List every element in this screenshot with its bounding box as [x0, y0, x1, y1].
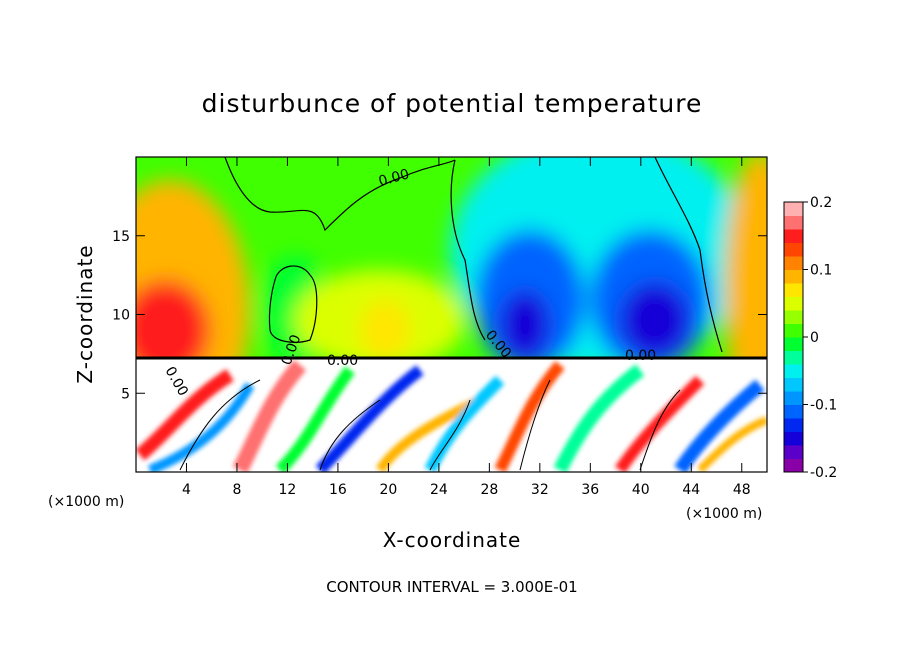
contour-label-2: 0.00 — [327, 353, 358, 369]
warm-mid-inner — [360, 300, 410, 360]
colorbar-segment — [784, 404, 803, 419]
lower-streak-4 — [275, 366, 355, 472]
colorbar-segment — [784, 350, 803, 365]
colorbar-segment — [784, 377, 803, 392]
colorbar-segment — [784, 256, 803, 270]
cold-right-core — [620, 282, 690, 358]
colorbar-segment — [784, 418, 803, 432]
colorbar-segment — [784, 431, 803, 446]
zero-contour-right — [654, 157, 723, 353]
lower-streak-5 — [315, 365, 424, 472]
zero-contour-vertical — [450, 159, 486, 341]
contour-label-6: 0.00 — [625, 348, 656, 364]
x-tick-label: 24 — [430, 482, 448, 498]
y-axis: 5 10 15 — [112, 229, 767, 402]
colorbar-segment — [784, 242, 803, 257]
colorbar-segment — [784, 269, 803, 284]
colorbar-tick-label: 0 — [810, 330, 819, 346]
chart-title: disturbunce of potential temperature — [202, 89, 703, 118]
x-axis-title: X-coordinate — [383, 528, 522, 552]
contour-labels: 0.00 0.00 0.00 0.00 0.00 0.00 — [162, 166, 657, 399]
lower-streak-11 — [674, 379, 765, 472]
colorbar-segment — [784, 391, 803, 405]
lower-streak-3 — [232, 359, 307, 472]
y-tick-label: 5 — [121, 386, 130, 402]
colorbar-tick-label: 0.2 — [810, 195, 832, 211]
x-tick-label: 12 — [279, 482, 297, 498]
x-unit-label-left: (×1000 m) — [48, 494, 124, 510]
colorbar-tick-label: -0.2 — [810, 465, 837, 481]
colorbar-segment — [784, 364, 803, 378]
colorbar: -0.2 -0.1 0 0.1 0.2 — [783, 195, 837, 481]
x-tick-label: 36 — [581, 482, 599, 498]
x-tick-label: 32 — [531, 482, 549, 498]
colorbar-tick-label: -0.1 — [810, 398, 837, 414]
x-unit-label-right: (×1000 m) — [686, 506, 762, 522]
x-tick-label: 16 — [329, 482, 347, 498]
x-tick-label: 20 — [379, 482, 397, 498]
colorbar-segment — [784, 283, 803, 297]
zero-contours — [224, 157, 723, 353]
lower-streak-9 — [553, 364, 645, 472]
y-axis-title: Z-coordinate — [73, 244, 97, 383]
colorbar-tick-label: 0.1 — [810, 263, 832, 279]
lower-streak-2 — [148, 382, 255, 472]
contour-label-1: 0.00 — [377, 166, 411, 190]
colorbar-segment — [784, 458, 803, 473]
contour-interval-label: CONTOUR INTERVAL = 3.000E-01 — [326, 578, 577, 596]
colorbar-segment — [784, 445, 803, 459]
x-tick-label: 4 — [182, 482, 191, 498]
lower-streak-1 — [136, 369, 234, 461]
lower-field — [136, 358, 767, 472]
colorbar-segment — [784, 229, 803, 243]
x-axis: 4 8 12 16 20 24 28 32 36 40 44 48 — [182, 157, 751, 498]
colorbar-segment — [784, 202, 803, 216]
colorbar-segment — [784, 323, 803, 338]
colorbar-segment — [784, 215, 803, 230]
lower-streak-12 — [697, 416, 767, 472]
x-tick-label: 40 — [632, 482, 650, 498]
colorbar-segment — [784, 296, 803, 311]
heatmap-area — [136, 157, 767, 472]
colorbar-segment — [784, 337, 803, 351]
lower-contour-1 — [179, 379, 681, 471]
lower-streak-7 — [424, 375, 505, 472]
x-tick-label: 44 — [682, 482, 700, 498]
zero-contour-main — [224, 157, 456, 232]
x-tick-label: 28 — [480, 482, 498, 498]
x-tick-label: 48 — [733, 482, 751, 498]
cold-left-core — [500, 290, 550, 360]
colorbar-segment — [784, 310, 803, 324]
warm-left-inner — [136, 280, 210, 380]
x-tick-label: 8 — [232, 482, 241, 498]
y-tick-label: 10 — [112, 308, 130, 324]
lower-streak-8 — [494, 361, 565, 472]
y-tick-label: 15 — [112, 229, 130, 245]
zero-contour-cell — [268, 265, 318, 343]
